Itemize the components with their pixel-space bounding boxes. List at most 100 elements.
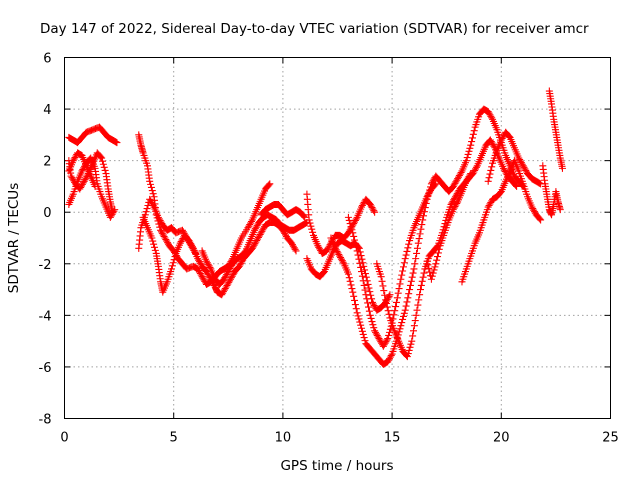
data-point xyxy=(432,260,440,268)
data-point xyxy=(345,274,353,282)
data-point xyxy=(454,175,462,183)
data-point xyxy=(425,190,433,198)
data-point xyxy=(404,294,412,302)
data-point xyxy=(146,177,154,185)
data-point xyxy=(371,327,379,335)
data-point xyxy=(558,164,566,172)
data-point xyxy=(339,258,347,266)
data-point xyxy=(256,230,264,238)
data-point xyxy=(411,317,419,325)
data-point xyxy=(556,206,564,214)
data-point xyxy=(400,259,408,267)
data-point xyxy=(467,141,475,149)
data-point xyxy=(369,321,377,329)
data-point xyxy=(314,242,322,250)
data-point xyxy=(496,189,504,197)
data-point xyxy=(457,169,465,177)
y-tick-label: 0 xyxy=(43,206,51,221)
series-arc-1 xyxy=(65,123,121,147)
data-point xyxy=(196,270,204,278)
data-point xyxy=(168,265,176,273)
data-point xyxy=(418,221,426,229)
data-point xyxy=(384,335,392,343)
data-point xyxy=(219,289,227,297)
series-arc-8 xyxy=(198,211,311,288)
data-point xyxy=(358,202,366,210)
data-point xyxy=(404,350,412,358)
data-point xyxy=(157,228,165,236)
data-point xyxy=(397,275,405,283)
data-point xyxy=(224,268,232,276)
data-point xyxy=(401,255,409,263)
data-point xyxy=(363,295,371,303)
data-point xyxy=(229,271,237,279)
data-point xyxy=(405,290,413,298)
data-point xyxy=(218,291,226,299)
data-point xyxy=(315,243,323,251)
data-point xyxy=(420,269,428,277)
data-point xyxy=(424,261,432,269)
data-point xyxy=(154,217,162,225)
data-point xyxy=(253,237,261,245)
data-point xyxy=(416,291,424,299)
data-point xyxy=(425,264,433,272)
data-point xyxy=(335,251,343,259)
data-point xyxy=(498,134,506,142)
data-point xyxy=(226,264,234,272)
data-point xyxy=(399,263,407,271)
data-point xyxy=(351,236,359,244)
x-tick-label: 0 xyxy=(60,431,68,446)
data-point xyxy=(198,273,206,281)
series-arc-12 xyxy=(327,105,527,368)
data-point xyxy=(423,257,431,265)
data-point xyxy=(414,239,422,247)
data-point xyxy=(393,294,401,302)
data-point xyxy=(487,112,495,120)
data-point xyxy=(347,281,355,289)
data-point xyxy=(258,227,266,235)
data-point xyxy=(405,240,413,248)
series-arc-6 xyxy=(135,131,274,288)
data-point xyxy=(396,280,404,288)
data-point xyxy=(382,338,390,346)
data-point xyxy=(158,229,166,237)
data-point xyxy=(385,292,393,300)
data-point xyxy=(355,255,363,263)
data-point xyxy=(431,181,439,189)
data-point xyxy=(362,291,370,299)
data-point xyxy=(68,174,76,182)
data-point xyxy=(171,253,179,261)
data-point xyxy=(222,272,230,280)
data-point xyxy=(385,331,393,339)
data-points xyxy=(65,87,566,368)
data-point xyxy=(466,144,474,152)
data-point xyxy=(320,269,328,277)
data-point xyxy=(463,176,471,184)
data-point xyxy=(178,236,186,244)
data-point xyxy=(411,260,419,268)
data-point xyxy=(423,193,431,201)
data-point xyxy=(187,240,195,248)
data-point xyxy=(382,299,390,307)
data-point xyxy=(204,260,212,268)
data-point xyxy=(453,176,461,184)
data-point xyxy=(537,216,545,224)
data-point xyxy=(386,325,394,333)
data-point xyxy=(358,268,366,276)
data-point xyxy=(106,213,114,221)
data-point xyxy=(195,256,203,264)
series-arc-14 xyxy=(373,136,521,361)
data-point xyxy=(359,330,367,338)
data-point xyxy=(254,235,262,243)
data-point xyxy=(392,303,400,311)
data-point xyxy=(150,243,158,251)
data-point xyxy=(223,271,231,279)
y-tick-label: 2 xyxy=(43,155,51,170)
data-point xyxy=(520,163,528,171)
data-point xyxy=(246,221,254,229)
data-point xyxy=(398,319,406,327)
series-arc-10 xyxy=(303,190,379,257)
data-point xyxy=(99,157,107,165)
data-point xyxy=(236,261,244,269)
data-point xyxy=(251,225,259,233)
